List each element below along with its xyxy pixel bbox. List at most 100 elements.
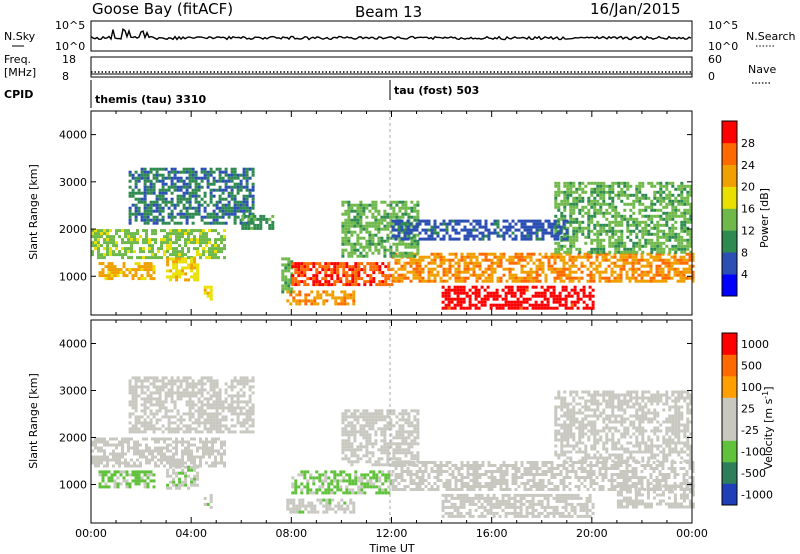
heatmap-cell (330, 283, 334, 287)
heatmap-cell (679, 258, 683, 262)
heatmap-cell (294, 491, 298, 495)
heatmap-cell (310, 504, 314, 508)
heatmap-cell (341, 248, 345, 252)
heatmap-cell (357, 476, 361, 480)
heatmap-cell (656, 199, 660, 203)
heatmap-cell (217, 437, 220, 441)
heatmap-cell (220, 250, 223, 254)
heatmap-cell (344, 442, 348, 446)
heatmap-cell (203, 167, 207, 171)
heatmap-cell (227, 212, 231, 216)
heatmap-cell (475, 264, 479, 268)
heatmap-cell (215, 397, 219, 401)
heatmap-cell (620, 190, 624, 194)
heatmap-cell (686, 208, 690, 212)
heatmap-cell (565, 276, 569, 280)
heatmap-cell (680, 235, 684, 239)
heatmap-cell (469, 267, 473, 271)
heatmap-cell (554, 205, 558, 209)
heatmap-cell (175, 272, 179, 276)
heatmap-cell (176, 418, 180, 422)
heatmap-cell (682, 276, 686, 280)
heatmap-cell (487, 252, 491, 256)
heatmap-cell (457, 222, 461, 226)
heatmap-cell (478, 273, 482, 277)
heatmap-cell (562, 264, 566, 268)
heatmap-cell (175, 253, 178, 257)
heatmap-cell (127, 443, 130, 447)
heatmap-cell (134, 476, 138, 480)
heatmap-cell (463, 276, 467, 280)
colorbar-segment (722, 121, 737, 144)
heatmap-cell (236, 421, 240, 425)
heatmap-cell (608, 226, 612, 230)
heatmap-cell (145, 256, 148, 260)
heatmap-cell (341, 221, 345, 225)
heatmap-cell (442, 237, 446, 241)
heatmap-cell (465, 291, 469, 295)
heatmap-cell (391, 228, 395, 232)
heatmap-cell (297, 265, 301, 269)
heatmap-cell (205, 437, 208, 441)
heatmap-cell (510, 303, 514, 307)
heatmap-cell (214, 244, 217, 248)
heatmap-cell (200, 179, 204, 183)
heatmap-cell (101, 485, 105, 489)
heatmap-cell (104, 482, 108, 486)
heatmap-cell (245, 188, 249, 192)
heatmap-cell (484, 267, 488, 271)
heatmap-cell (341, 448, 345, 452)
heatmap-cell (137, 212, 141, 216)
heatmap-cell (199, 235, 202, 239)
heatmap-cell (230, 167, 234, 171)
heatmap-cell (465, 306, 469, 310)
heatmap-cell (514, 261, 518, 265)
heatmap-cell (544, 252, 548, 256)
heatmap-cell (356, 430, 360, 434)
heatmap-cell (343, 510, 347, 514)
heatmap-cell (345, 271, 349, 275)
heatmap-cell (404, 224, 408, 228)
heatmap-cell (220, 458, 223, 462)
heatmap-cell (592, 279, 596, 283)
heatmap-cell (327, 482, 331, 486)
heatmap-cell (134, 430, 138, 434)
heatmap-cell (212, 176, 216, 180)
heatmap-cell (638, 184, 642, 188)
heatmap-cell (387, 283, 391, 287)
heatmap-cell (380, 463, 384, 467)
heatmap-cell (134, 274, 138, 278)
heatmap-cell (599, 241, 603, 245)
heatmap-cell (337, 296, 341, 300)
heatmap-cell (474, 303, 478, 307)
heatmap-cell (131, 406, 135, 410)
heatmap-cell (115, 244, 118, 248)
heatmap-cell (562, 273, 566, 277)
heatmap-cell (142, 229, 145, 233)
heatmap-cell (130, 238, 133, 242)
heatmap-cell (460, 219, 464, 223)
heatmap-cell (103, 229, 106, 233)
heatmap-cell (689, 193, 693, 197)
heatmap-cell (398, 209, 402, 213)
heatmap-cell (134, 271, 138, 275)
heatmap-cell (151, 253, 154, 257)
heatmap-cell (200, 218, 204, 222)
heatmap-cell (137, 430, 141, 434)
heatmap-cell (611, 220, 615, 224)
velocity-heatmap (91, 376, 695, 518)
heatmap-cell (410, 251, 414, 255)
heatmap-cell (139, 443, 142, 447)
heatmap-cell (289, 293, 293, 297)
heatmap-cell (200, 382, 204, 386)
heatmap-cell (298, 290, 302, 294)
heatmap-cell (118, 455, 121, 459)
heatmap-cell (185, 379, 189, 383)
heatmap-cell (365, 436, 369, 440)
heatmap-cell (169, 275, 173, 279)
heatmap-cell (383, 445, 387, 449)
heatmap-cell (366, 473, 370, 477)
heatmap-cell (359, 245, 363, 249)
heatmap-cell (462, 297, 466, 301)
heatmap-cell (172, 446, 175, 450)
